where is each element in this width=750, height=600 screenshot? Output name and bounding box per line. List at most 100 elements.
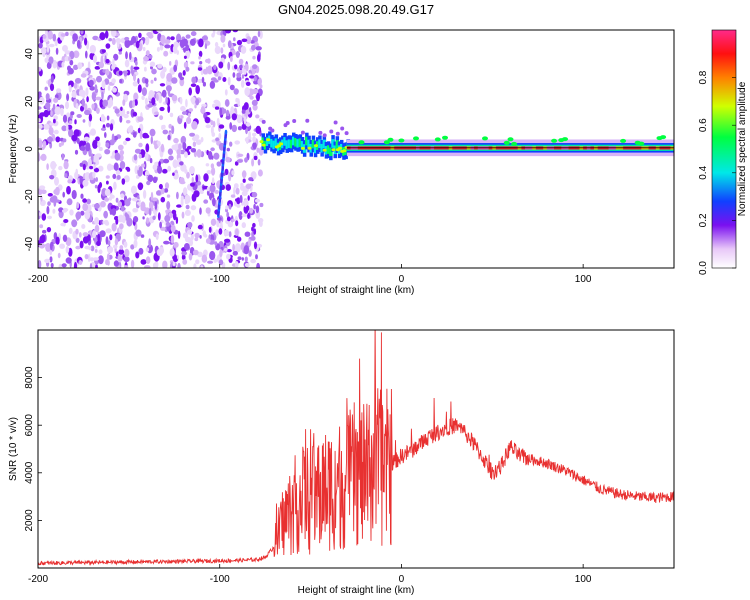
band-blob xyxy=(511,141,518,146)
noise-cell xyxy=(55,236,60,245)
noise-cell xyxy=(72,33,78,42)
noise-cell xyxy=(243,116,247,125)
noise-cell xyxy=(80,210,85,216)
noise-cell xyxy=(75,228,79,235)
noise-cell xyxy=(149,61,156,67)
noise-cell xyxy=(120,193,125,199)
noise-cell xyxy=(65,257,72,264)
noise-cell xyxy=(78,89,85,97)
noise-cell xyxy=(156,165,160,171)
y-tick-label: 0 xyxy=(24,146,35,152)
band-cell xyxy=(292,136,296,146)
y-tick-label: -40 xyxy=(24,237,35,252)
noise-cell xyxy=(227,40,232,49)
noise-cell xyxy=(210,163,215,169)
noise-cell xyxy=(84,172,91,181)
noise-cell xyxy=(190,31,197,37)
noise-cell xyxy=(156,46,160,52)
noise-cell xyxy=(189,38,196,46)
noise-cell xyxy=(100,200,106,208)
noise-cell xyxy=(39,96,45,105)
noise-cell xyxy=(149,200,154,210)
noise-cell xyxy=(207,58,211,64)
noise-cell xyxy=(212,103,217,109)
noise-cell xyxy=(215,137,220,142)
noise-cell xyxy=(166,194,171,198)
noise-cell xyxy=(252,136,256,143)
noise-cell xyxy=(119,79,122,84)
noise-cell xyxy=(88,158,92,166)
noise-cell xyxy=(222,43,226,48)
noise-cell xyxy=(143,55,150,62)
noise-cell xyxy=(119,150,125,156)
noise-cell xyxy=(71,219,78,228)
noise-cell xyxy=(159,45,164,51)
noise-cell xyxy=(223,248,228,252)
noise-cell xyxy=(208,226,212,233)
noise-cell xyxy=(67,67,74,75)
noise-cell xyxy=(46,163,49,171)
noise-cell xyxy=(58,165,63,171)
noise-cell xyxy=(69,209,74,216)
noise-cell xyxy=(38,42,43,49)
colorbar-tick-label: 0.6 xyxy=(698,118,709,132)
noise-cell xyxy=(190,61,195,65)
noise-cell xyxy=(65,101,69,110)
noise-cell xyxy=(88,74,93,79)
noise-cell xyxy=(109,97,113,106)
noise-cell xyxy=(163,50,169,57)
noise-cell xyxy=(160,143,165,153)
noise-cell xyxy=(228,231,232,238)
noise-cell xyxy=(248,131,252,139)
noise-cell xyxy=(104,78,110,85)
noise-cell xyxy=(231,113,237,121)
noise-cell xyxy=(119,245,124,250)
noise-cell xyxy=(238,211,243,220)
noise-cell xyxy=(232,72,236,78)
colorbar-tick-label: 0.8 xyxy=(698,70,709,84)
noise-cell xyxy=(124,248,130,258)
noise-cell xyxy=(70,111,75,116)
noise-cell xyxy=(142,189,147,199)
noise-cell xyxy=(251,88,259,94)
noise-cell xyxy=(88,246,92,251)
noise-cell xyxy=(225,205,229,210)
noise-cell xyxy=(173,137,179,144)
noise-cell xyxy=(128,197,132,202)
noise-cell xyxy=(211,166,216,176)
noise-cell xyxy=(133,92,139,101)
noise-cell xyxy=(246,36,252,45)
noise-cell xyxy=(205,207,211,214)
noise-cell xyxy=(87,61,91,70)
noise-cell xyxy=(112,173,117,179)
noise-cell xyxy=(237,153,244,157)
noise-cell xyxy=(192,249,199,256)
noise-cell xyxy=(84,37,88,46)
noise-cell xyxy=(167,87,171,96)
noise-cell xyxy=(231,218,235,222)
noise-cell xyxy=(168,123,172,129)
noise-cell xyxy=(45,102,51,109)
noise-cell xyxy=(195,139,202,146)
noise-cell xyxy=(134,165,138,175)
noise-cell xyxy=(94,217,100,226)
noise-cell xyxy=(185,204,190,210)
noise-cell xyxy=(159,221,163,229)
noise-cell xyxy=(113,53,119,61)
noise-cell xyxy=(113,244,118,249)
noise-cell xyxy=(181,251,188,256)
noise-cell xyxy=(214,106,220,110)
noise-cell xyxy=(236,203,241,208)
noise-cell xyxy=(211,177,215,185)
noise-cell xyxy=(84,109,91,116)
noise-cell xyxy=(226,253,231,260)
noise-cell xyxy=(50,160,57,170)
noise-cell xyxy=(85,142,91,152)
noise-cell xyxy=(245,81,251,86)
noise-cell xyxy=(123,256,130,263)
noise-cell xyxy=(252,104,258,111)
noise-cell xyxy=(234,161,239,166)
noise-cell xyxy=(92,35,99,41)
noise-cell xyxy=(182,232,189,239)
noise-cell xyxy=(244,231,251,237)
